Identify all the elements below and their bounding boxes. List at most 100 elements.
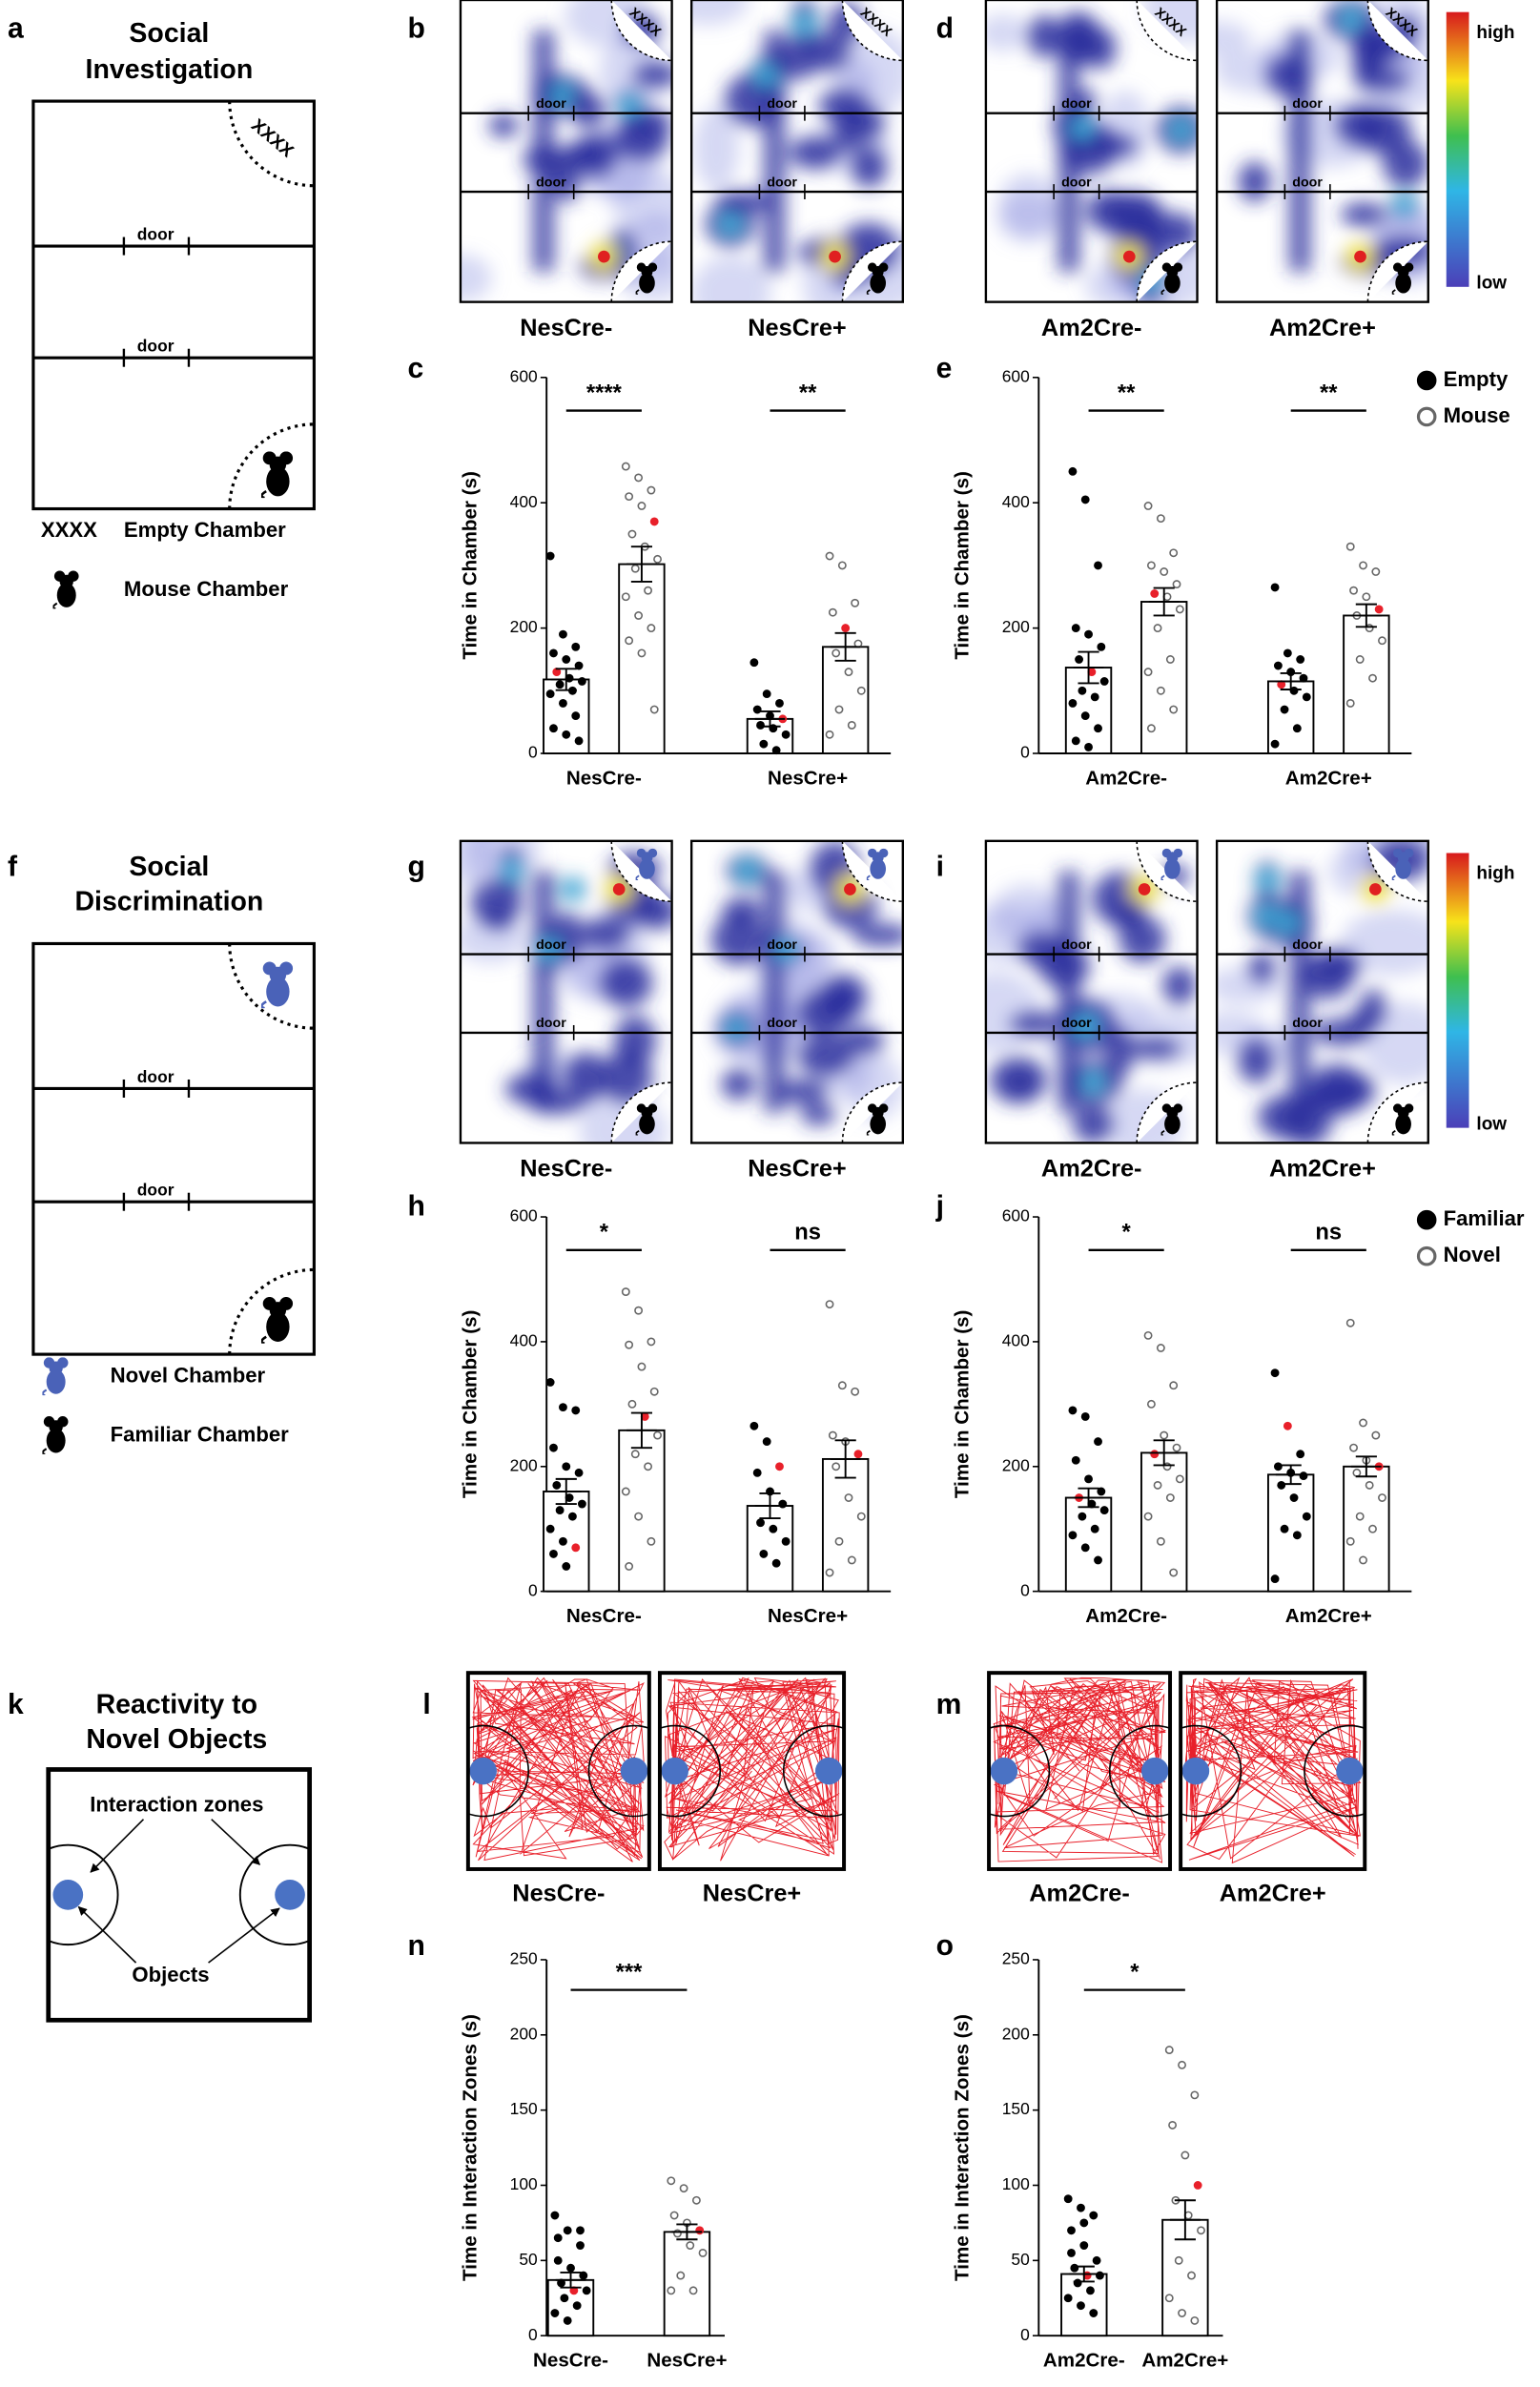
- data-point: [1077, 2203, 1085, 2212]
- data-point: [571, 1406, 581, 1415]
- label: a: [8, 13, 24, 45]
- data-point: [1164, 2046, 1174, 2055]
- error-bar: [1351, 603, 1382, 628]
- data-point: [1168, 2120, 1178, 2130]
- y-tick-label: 150: [1002, 2099, 1030, 2118]
- data-point: [837, 1381, 847, 1390]
- door-label: door: [1292, 175, 1323, 190]
- door-label: door: [536, 1016, 566, 1031]
- data-point: [1067, 2249, 1076, 2257]
- data-point: [1345, 1536, 1355, 1546]
- interaction-zone: [1304, 1724, 1365, 1818]
- data-point: [1078, 686, 1087, 695]
- label: NesCre+: [748, 1156, 847, 1183]
- label: Novel Objects: [86, 1724, 267, 1755]
- data-point: [1374, 605, 1384, 614]
- data-point: [637, 502, 647, 510]
- data-point: [1086, 2286, 1095, 2295]
- data-point: [621, 592, 630, 602]
- heat-warm: [721, 215, 740, 234]
- data-point: [1187, 2271, 1196, 2280]
- label: o: [936, 1930, 954, 1962]
- data-point: [1068, 466, 1078, 476]
- label: Social: [129, 18, 209, 49]
- mouse-icon: [260, 961, 295, 1009]
- data-point: [1270, 583, 1280, 592]
- label: high: [1476, 23, 1514, 43]
- data-point: [1080, 495, 1090, 504]
- data-point: [563, 2315, 572, 2325]
- data-point: [752, 1468, 762, 1477]
- interaction-zone: [659, 1724, 722, 1818]
- heatmap-frame: [459, 839, 673, 1144]
- heat-blob: [721, 1068, 756, 1101]
- data-point: [771, 746, 781, 755]
- data-point: [1160, 567, 1169, 576]
- heat-warm: [756, 66, 775, 85]
- data-point: [856, 1512, 866, 1521]
- data-point: [571, 711, 581, 721]
- data-point: [1078, 1512, 1087, 1521]
- error-bar: [550, 1477, 582, 1506]
- data-point: [1289, 1493, 1299, 1502]
- error-bar: [1275, 671, 1306, 690]
- trajectory: [989, 1677, 1171, 1863]
- door-label: door: [767, 175, 797, 190]
- data-point: [1378, 1493, 1386, 1502]
- data-point: [1371, 567, 1381, 576]
- data-point: [1359, 1418, 1367, 1428]
- data-point: [1143, 668, 1153, 677]
- data-point: [759, 739, 769, 749]
- data-point: [1080, 1543, 1090, 1553]
- data-point: [828, 607, 837, 617]
- arena: [46, 1767, 313, 2023]
- data-point: [649, 517, 659, 526]
- data-point: [686, 2241, 695, 2250]
- label: g: [408, 851, 425, 882]
- label: Interaction zones: [90, 1792, 263, 1816]
- object: [1181, 1757, 1210, 1785]
- bar: [746, 1505, 794, 1593]
- heat-core: [1354, 250, 1366, 263]
- arena-frame: [987, 1671, 1173, 1871]
- data-point: [1063, 2194, 1073, 2204]
- stimulus-zone: [228, 943, 315, 1030]
- label: Objects: [132, 1963, 209, 1986]
- data-point: [1359, 561, 1367, 570]
- label: ****: [586, 381, 623, 405]
- heat-path: [1057, 30, 1080, 272]
- data-point: [1165, 1493, 1175, 1502]
- data-point: [1075, 655, 1084, 664]
- label: Novel Chamber: [111, 1364, 266, 1388]
- y-tick-label: 200: [510, 2024, 538, 2043]
- data-point: [1079, 2241, 1089, 2250]
- label: Am2Cre-: [1029, 1881, 1130, 1907]
- label: **: [1320, 381, 1338, 405]
- heat-blob: [1161, 966, 1197, 1005]
- heat-warm: [1258, 871, 1277, 890]
- data-point: [1071, 624, 1080, 633]
- data-point: [571, 1543, 581, 1553]
- mouse-icon: [52, 570, 80, 609]
- data-point: [1156, 686, 1165, 695]
- data-point: [549, 724, 558, 733]
- heat-blobs: [1217, 840, 1428, 1143]
- y-tick-label: 600: [510, 1206, 538, 1225]
- data-point: [647, 624, 656, 633]
- data-point: [647, 1536, 656, 1546]
- heat-blob: [839, 1026, 885, 1056]
- label: Am2Cre+: [1220, 1881, 1326, 1907]
- data-point: [1156, 1536, 1165, 1546]
- arena: [31, 941, 316, 1356]
- label: XXXX: [247, 115, 298, 162]
- data-point: [1143, 502, 1153, 510]
- heat-blobs: [985, 864, 1198, 1143]
- data-point: [1349, 586, 1358, 595]
- data-point: [559, 699, 567, 708]
- y-tick-label: 200: [1002, 617, 1030, 636]
- label: Reactivity to: [96, 1690, 257, 1720]
- label: Am2Cre+: [1285, 767, 1372, 789]
- heat-blob: [601, 1050, 653, 1104]
- heat-warm: [1073, 119, 1092, 138]
- door-label: door: [1292, 1016, 1323, 1031]
